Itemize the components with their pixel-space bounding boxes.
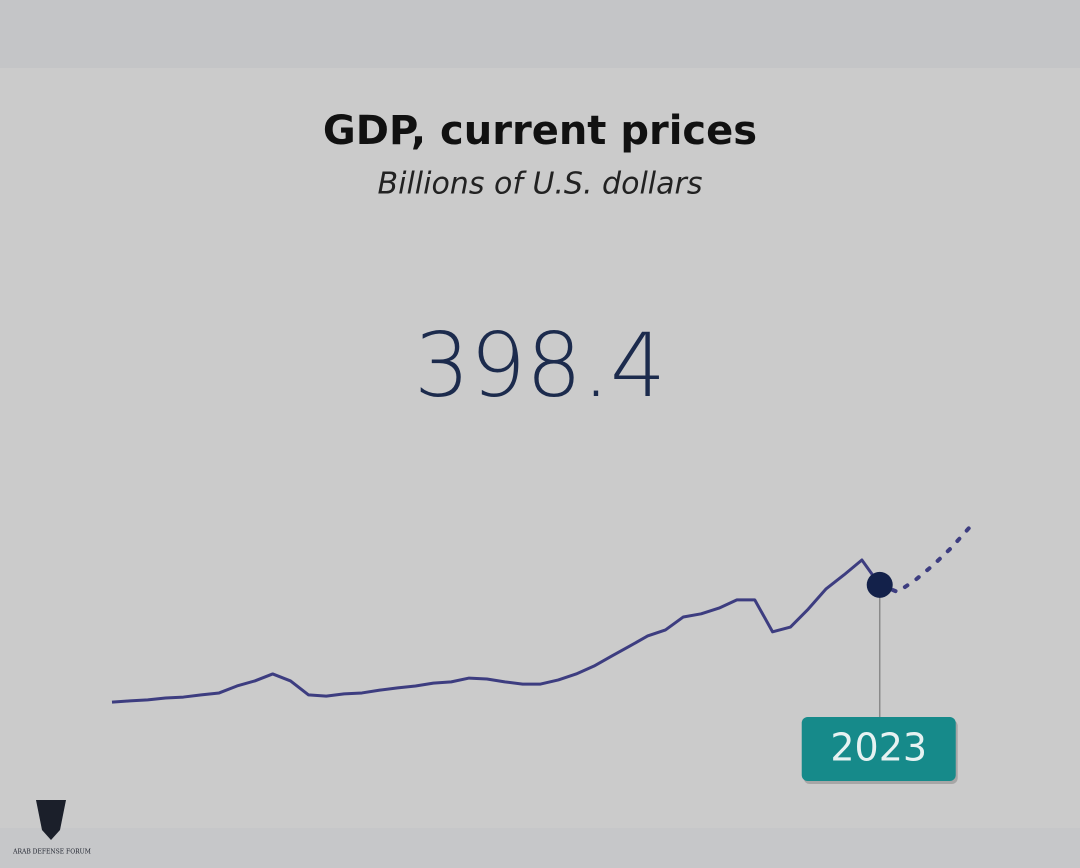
watermark: ARAB DEFENSE FORUM <box>12 849 91 856</box>
highlight-label-box <box>801 717 956 781</box>
chart-title: GDP, current prices <box>323 108 757 154</box>
chart-subtitle: Billions of U.S. dollars <box>378 167 703 202</box>
bottom-bar <box>0 828 1080 868</box>
line-series <box>877 526 971 594</box>
highlight-year: 2023 <box>830 726 927 770</box>
line-series <box>111 558 881 704</box>
highlight-dot <box>866 571 893 598</box>
highlight-value: 398.4 <box>414 314 666 417</box>
top-bar <box>0 0 1080 68</box>
watermark-logo <box>36 800 66 840</box>
